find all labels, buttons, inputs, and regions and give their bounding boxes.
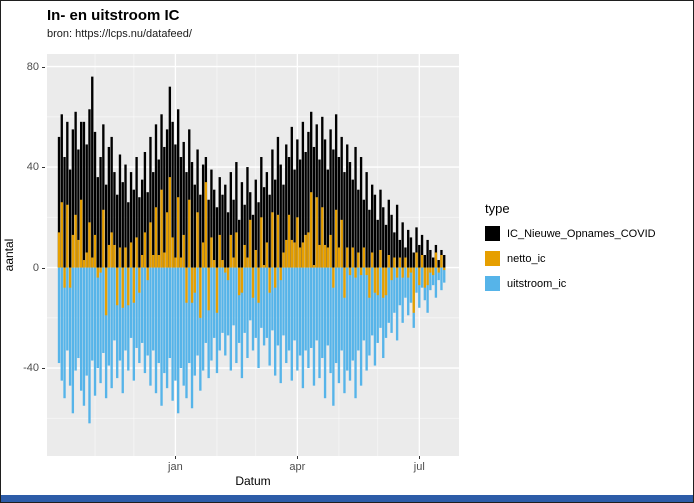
y-tick-mark — [42, 66, 45, 68]
x-tick-mark — [419, 456, 421, 459]
legend-item: IC_Nieuwe_Opnames_COVID — [485, 226, 656, 241]
y-tick-mark — [42, 267, 45, 269]
y-tick-mark — [42, 167, 45, 169]
plot-panel — [47, 54, 459, 456]
chart-title: In- en uitstroom IC — [47, 7, 180, 24]
x-tick-label: jul — [413, 461, 425, 473]
x-tick-mark — [297, 456, 299, 459]
y-tick-label: -40 — [23, 362, 39, 375]
y-axis-title: aantal — [2, 238, 16, 272]
legend-key-swatch — [485, 226, 500, 241]
legend-label: netto_ic — [507, 252, 546, 265]
legend-key-swatch — [485, 251, 500, 266]
y-tick-label: 40 — [26, 161, 39, 174]
legend-item: netto_ic — [485, 251, 656, 266]
x-axis-title: Datum — [235, 474, 271, 488]
y-tick-label: 80 — [26, 60, 39, 73]
x-tick-label: jan — [168, 461, 183, 473]
legend-label: IC_Nieuwe_Opnames_COVID — [507, 227, 656, 240]
x-tick-mark — [175, 456, 177, 459]
legend-label: uitstroom_ic — [507, 277, 567, 290]
legend-key-swatch — [485, 276, 500, 291]
y-tick-label: 0 — [32, 261, 39, 274]
taskbar-strip — [1, 495, 693, 502]
bars-chart — [47, 54, 459, 456]
x-tick-label: apr — [289, 461, 306, 473]
legend: type IC_Nieuwe_Opnames_COVID netto_ic ui… — [485, 201, 656, 301]
y-tick-mark — [42, 368, 45, 370]
legend-title: type — [485, 201, 510, 216]
legend-item: uitstroom_ic — [485, 276, 656, 291]
chart-subtitle: bron: https://lcps.nu/datafeed/ — [47, 28, 192, 40]
